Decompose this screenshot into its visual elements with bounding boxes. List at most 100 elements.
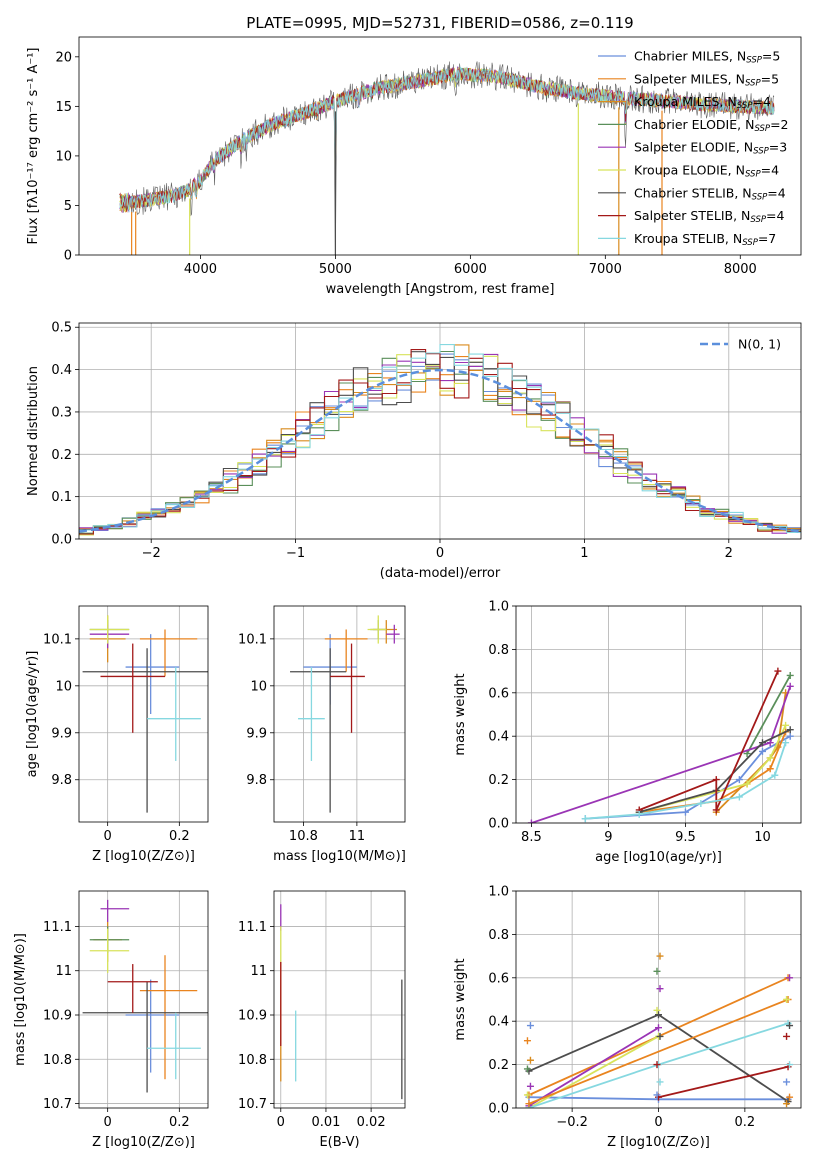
series-marker (656, 1032, 664, 1040)
spectrum-line (119, 66, 775, 210)
x-tick-label: 11 (349, 829, 366, 844)
y-tick-label: 0.8 (488, 643, 509, 658)
plot-area (527, 667, 794, 823)
y-tick-label: 0.2 (488, 773, 509, 788)
axes-frame (273, 890, 406, 1109)
y-tick-label: 0.2 (51, 448, 72, 463)
x-tick-label: 9.5 (675, 830, 696, 845)
plot-area (82, 899, 208, 1093)
series-line (638, 670, 779, 811)
series-marker (525, 1100, 533, 1108)
y-tick-label: 10 (55, 149, 72, 164)
x-tick-label: 0 (436, 546, 444, 561)
chart-mass_vs_EBV: 0 0.01 0.02 10.7 10.8 10.9 11 11.1 E(B-V) (238, 890, 406, 1150)
legend-count: =4 (766, 208, 784, 223)
series-marker (786, 1061, 794, 1069)
series-marker (766, 765, 774, 773)
series-marker (786, 726, 794, 734)
series-marker (523, 1065, 531, 1073)
y-tick-label: 0.1 (51, 490, 72, 505)
y-axis-label: Flux [fλ10⁻¹⁷ erg cm⁻² s⁻¹ A⁻¹] (26, 48, 41, 245)
legend-entry: Kroupa STELIB, NSSP=7 (634, 231, 776, 248)
series-marker (526, 1082, 534, 1090)
series-marker (786, 732, 794, 740)
y-tick-label: 0.2 (488, 1058, 509, 1073)
y-tick-label: 10.7 (43, 1097, 72, 1112)
x-tick-label: −2 (142, 546, 161, 561)
y-axis-label: mass weight (453, 673, 468, 755)
legend-count: =2 (770, 117, 788, 132)
y-tick-label: 10.9 (238, 1009, 267, 1024)
x-axis-label: E(B-V) (319, 1135, 359, 1150)
series-line (528, 1026, 659, 1107)
x-tick-label: 6000 (454, 262, 487, 277)
series-marker (635, 810, 643, 818)
legend-count: =3 (769, 140, 787, 155)
y-tick-label: 10.7 (238, 1097, 267, 1112)
chart-spectrum: 4000 5000 6000 7000 8000 0 5 10 15 20 wavelength [… (26, 36, 802, 297)
y-tick-label: 0.0 (488, 1102, 509, 1117)
series-marker (782, 721, 790, 729)
series-marker (786, 974, 794, 982)
y-tick-label: 9.9 (51, 726, 72, 741)
y-tick-label: 11.1 (238, 920, 267, 935)
y-tick-label: 0.0 (488, 817, 509, 832)
series-marker (786, 1022, 794, 1030)
x-tick-label: 0 (104, 1115, 112, 1130)
axes-frame (78, 36, 802, 256)
series-marker (712, 776, 720, 784)
series-marker (527, 819, 535, 823)
y-tick-label: 1.0 (488, 600, 509, 615)
y-tick-label: 9.8 (51, 773, 72, 788)
series-marker (783, 996, 791, 1003)
legend-subscript: SSP (746, 56, 762, 66)
chart-weight_vs_Z: −0.2 0 0.2 0.0 0.2 0.4 0.6 0.8 1.0 Z [log10(Z/Z⊙)… (453, 885, 802, 1150)
x-axis-label: age [log10(age/yr)] (595, 850, 722, 865)
series-marker (758, 747, 766, 755)
series-marker (581, 815, 589, 823)
y-tick-label: 0 (64, 249, 72, 264)
plot-area (290, 615, 400, 813)
x-tick-label: 0.2 (735, 1115, 756, 1130)
x-tick-label: 0 (277, 1115, 285, 1130)
series-marker (653, 1091, 661, 1099)
legend-count: =4 (767, 185, 785, 200)
y-tick-label: 10 (55, 679, 72, 694)
series-line (585, 742, 787, 820)
y-tick-label: 10.8 (43, 1053, 72, 1068)
x-tick-label: 0.02 (357, 1115, 386, 1130)
x-tick-label: 8.5 (521, 830, 542, 845)
x-tick-label: 7000 (589, 262, 622, 277)
chart-weight_vs_age: 8.5 9 9.5 10 0.0 0.2 0.4 0.6 0.8 1.0 age [log10(ag… (453, 600, 802, 865)
series-line (528, 998, 789, 1105)
axes-frame (273, 605, 406, 823)
y-tick-label: 11.1 (43, 920, 72, 935)
x-tick-label: 5000 (319, 262, 352, 277)
series-marker (526, 1056, 534, 1064)
y-tick-label: 10.1 (238, 632, 267, 647)
y-tick-label: 0.4 (488, 1015, 509, 1030)
chart-residuals: −2 −1 0 1 2 0.0 0.1 0.2 0.3 0.4 0.5 (data-model)/er… (26, 321, 802, 581)
legend-entry: Chabrier ELODIE, NSSP=2 (634, 117, 789, 134)
legend-entry: N(0, 1) (738, 337, 781, 352)
legend-subscript: SSP (737, 101, 753, 111)
series-marker (786, 671, 794, 679)
y-tick-label: 0.4 (488, 730, 509, 745)
y-tick-label: 11 (55, 964, 72, 979)
series-marker (783, 1100, 791, 1108)
y-tick-label: 9.9 (246, 726, 267, 741)
legend-count: =7 (758, 231, 776, 246)
series-marker (697, 799, 705, 807)
series-marker (653, 1006, 661, 1014)
plot-area (119, 61, 775, 255)
plot-area (82, 615, 208, 813)
series-line (528, 1035, 659, 1108)
series-marker (653, 1061, 661, 1069)
legend-subscript: SSP (745, 79, 761, 89)
series-marker (656, 1078, 664, 1086)
legend-subscript: SSP (752, 193, 768, 203)
legend-entry: Chabrier MILES, NSSP=5 (634, 49, 780, 66)
series-marker (523, 1091, 531, 1099)
y-tick-label: 20 (55, 50, 72, 65)
x-tick-label: 4000 (184, 262, 217, 277)
